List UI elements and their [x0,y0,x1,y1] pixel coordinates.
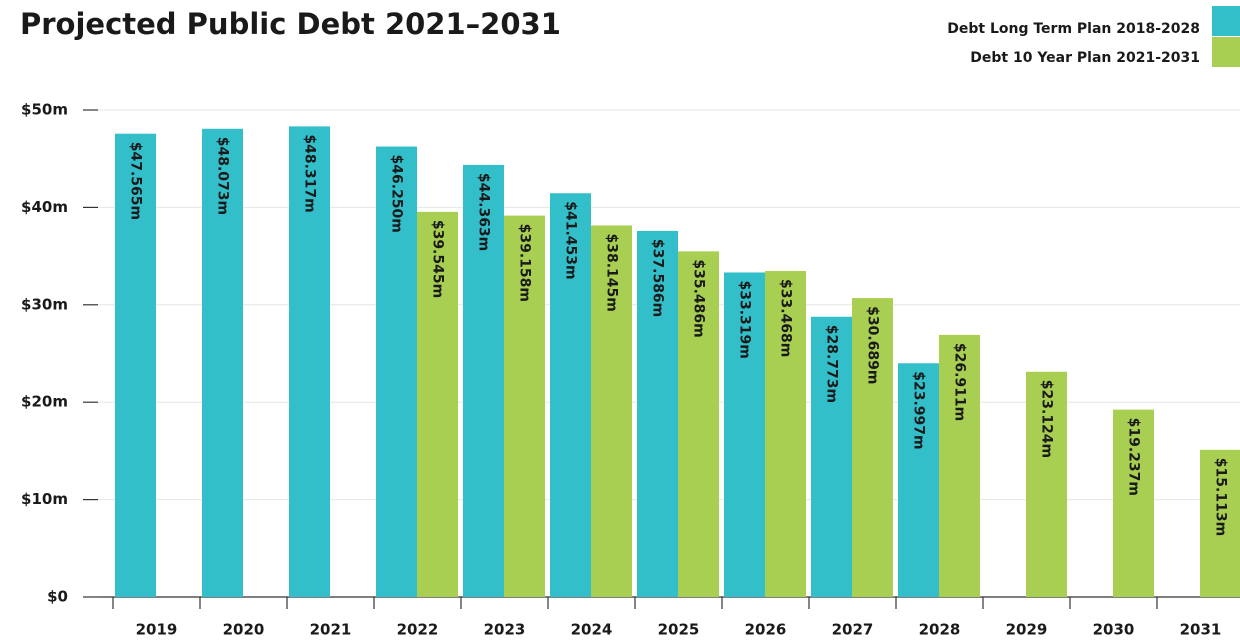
x-tick-label: 2026 [745,621,787,639]
value-label: $33.468m [778,279,794,357]
bar [1200,449,1240,597]
x-tick-label: 2028 [919,621,961,639]
value-label: $46.250m [389,155,405,233]
value-label: $26.911m [952,343,968,421]
x-tick-label: 2022 [397,621,439,639]
legend-label: Debt Long Term Plan 2018-2028 [947,21,1200,37]
legend-label: Debt 10 Year Plan 2021-2031 [970,50,1200,66]
bar [678,251,719,597]
value-label: $23.997m [911,371,927,449]
x-tick-label: 2031 [1180,621,1222,639]
value-label: $33.319m [737,280,753,358]
y-tick-label: $0 [47,588,68,606]
bar [463,164,504,598]
bar [898,363,939,597]
bar [939,334,980,597]
value-label: $44.363m [476,173,492,251]
bar [202,128,243,597]
value-label: $38.145m [604,233,620,311]
value-label: $41.453m [563,201,579,279]
bar [289,126,330,597]
bar [852,298,893,597]
legend-swatch [1212,6,1240,36]
value-label: $35.486m [691,259,707,337]
x-tick-label: 2021 [310,621,352,639]
y-tick-label: $40m [21,198,68,216]
x-tick-label: 2023 [484,621,526,639]
y-tick-label: $20m [21,393,68,411]
y-tick-label: $30m [21,295,68,313]
bar [1026,371,1067,597]
x-tick-label: 2027 [832,621,874,639]
legend-swatch [1212,37,1240,67]
y-tick-label: $50m [21,101,68,119]
x-tick-label: 2030 [1093,621,1135,639]
bar [637,230,678,597]
bar [811,316,852,597]
x-tick-label: 2019 [136,621,178,639]
bar [765,271,806,597]
chart-title: Projected Public Debt 2021–2031 [20,7,561,41]
value-label: $37.586m [650,239,666,317]
value-label: $47.565m [128,142,144,220]
bar [724,272,765,597]
value-label: $39.158m [517,224,533,302]
value-label: $48.073m [215,137,231,215]
value-label: $23.124m [1039,380,1055,458]
x-tick-label: 2020 [223,621,265,639]
x-tick-label: 2025 [658,621,700,639]
bar [550,193,591,597]
bar [115,133,156,597]
bar [376,146,417,597]
x-tick-label: 2029 [1006,621,1048,639]
value-label: $48.317m [302,134,318,212]
x-tick-label: 2024 [571,621,613,639]
value-label: $28.773m [824,325,840,403]
value-label: $15.113m [1213,458,1229,536]
value-label: $39.545m [430,220,446,298]
bar [591,225,632,597]
bar [1113,409,1154,597]
y-tick-label: $10m [21,490,68,508]
bar [504,215,545,597]
value-label: $30.689m [865,306,881,384]
value-label: $19.237m [1126,418,1142,496]
bar [417,211,458,597]
